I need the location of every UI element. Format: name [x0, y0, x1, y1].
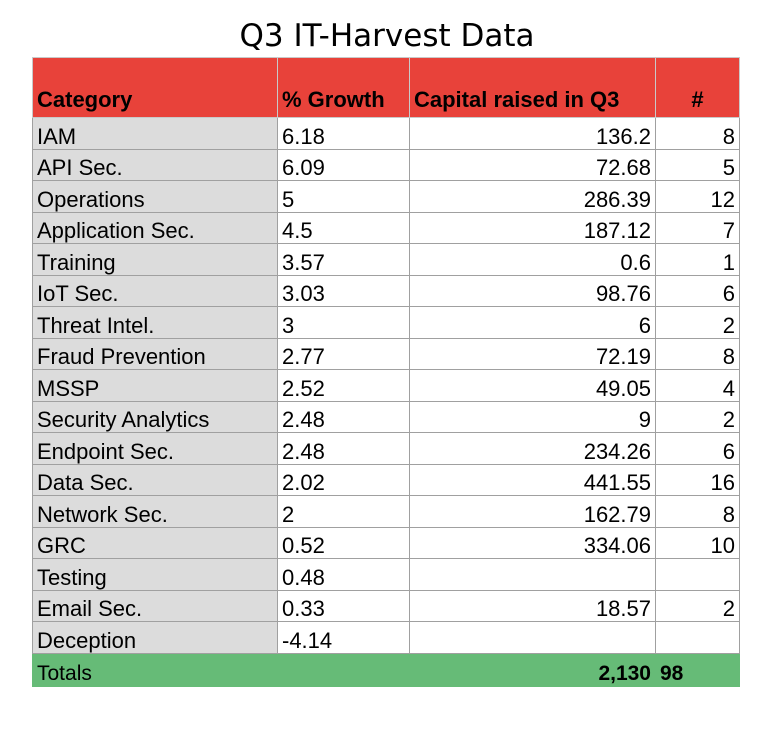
cell-count: [655, 558, 740, 591]
cell-category: MSSP: [32, 369, 278, 402]
cell-growth: 2.52: [277, 369, 410, 402]
cell-category: Threat Intel.: [32, 306, 278, 339]
cell-count: 2: [655, 306, 740, 339]
table-row: IoT Sec. 3.03 98.76 6: [32, 274, 740, 307]
data-table: Category % Growth Capital raised in Q3 #…: [32, 57, 740, 687]
cell-growth: 4.5: [277, 211, 410, 244]
cell-count: 10: [655, 526, 740, 559]
cell-growth: 6.09: [277, 148, 410, 181]
cell-capital: 18.57: [409, 589, 656, 622]
header-row: Category % Growth Capital raised in Q3 #: [32, 57, 740, 118]
cell-count: 6: [655, 432, 740, 465]
table-row: Email Sec. 0.33 18.57 2: [32, 589, 740, 622]
cell-category: Application Sec.: [32, 211, 278, 244]
cell-growth: 3: [277, 306, 410, 339]
cell-capital: 286.39: [409, 180, 656, 213]
table-row: Application Sec. 4.5 187.12 7: [32, 211, 740, 244]
cell-category: Fraud Prevention: [32, 337, 278, 370]
totals-label: Totals: [32, 652, 278, 687]
totals-row: Totals 2,130 98: [32, 652, 740, 687]
table-row: Fraud Prevention 2.77 72.19 8: [32, 337, 740, 370]
cell-category: Security Analytics: [32, 400, 278, 433]
table-row: Network Sec. 2 162.79 8: [32, 495, 740, 528]
cell-growth: 2.48: [277, 400, 410, 433]
cell-count: [655, 621, 740, 654]
table-row: API Sec. 6.09 72.68 5: [32, 148, 740, 181]
cell-count: 8: [655, 337, 740, 370]
cell-growth: 2.02: [277, 463, 410, 496]
cell-capital: 9: [409, 400, 656, 433]
cell-category: IAM: [32, 117, 278, 150]
totals-count: 98: [655, 652, 740, 687]
column-header-count: #: [655, 57, 740, 118]
table-row: MSSP 2.52 49.05 4: [32, 369, 740, 402]
cell-capital: [409, 621, 656, 654]
totals-growth-empty: [277, 652, 410, 687]
cell-count: 6: [655, 274, 740, 307]
table-row: Threat Intel. 3 6 2: [32, 306, 740, 339]
cell-capital: 6: [409, 306, 656, 339]
cell-growth: 3.57: [277, 243, 410, 276]
table-row: Testing 0.48: [32, 558, 740, 591]
table-row: GRC 0.52 334.06 10: [32, 526, 740, 559]
cell-growth: 3.03: [277, 274, 410, 307]
cell-growth: 2.77: [277, 337, 410, 370]
cell-count: 5: [655, 148, 740, 181]
table-row: Data Sec. 2.02 441.55 16: [32, 463, 740, 496]
cell-growth: 2: [277, 495, 410, 528]
cell-capital: 136.2: [409, 117, 656, 150]
cell-capital: 0.6: [409, 243, 656, 276]
cell-capital: [409, 558, 656, 591]
cell-count: 16: [655, 463, 740, 496]
cell-growth: 0.33: [277, 589, 410, 622]
cell-category: Testing: [32, 558, 278, 591]
cell-capital: 441.55: [409, 463, 656, 496]
cell-category: Data Sec.: [32, 463, 278, 496]
cell-count: 1: [655, 243, 740, 276]
cell-category: Email Sec.: [32, 589, 278, 622]
table-row: Training 3.57 0.6 1: [32, 243, 740, 276]
table-title: Q3 IT-Harvest Data: [239, 18, 535, 54]
cell-growth: 0.48: [277, 558, 410, 591]
cell-count: 2: [655, 589, 740, 622]
cell-growth: 5: [277, 180, 410, 213]
cell-category: Deception: [32, 621, 278, 654]
cell-capital: 72.19: [409, 337, 656, 370]
cell-count: 7: [655, 211, 740, 244]
cell-category: Network Sec.: [32, 495, 278, 528]
cell-growth: -4.14: [277, 621, 410, 654]
cell-count: 2: [655, 400, 740, 433]
table-row: IAM 6.18 136.2 8: [32, 117, 740, 150]
cell-capital: 98.76: [409, 274, 656, 307]
cell-count: 8: [655, 117, 740, 150]
cell-capital: 334.06: [409, 526, 656, 559]
cell-capital: 187.12: [409, 211, 656, 244]
table-row: Deception -4.14: [32, 621, 740, 654]
table-row: Security Analytics 2.48 9 2: [32, 400, 740, 433]
cell-growth: 2.48: [277, 432, 410, 465]
column-header-growth: % Growth: [277, 57, 410, 118]
totals-capital: 2,130: [409, 652, 656, 687]
cell-growth: 0.52: [277, 526, 410, 559]
cell-category: GRC: [32, 526, 278, 559]
cell-category: API Sec.: [32, 148, 278, 181]
cell-count: 8: [655, 495, 740, 528]
cell-growth: 6.18: [277, 117, 410, 150]
cell-capital: 162.79: [409, 495, 656, 528]
cell-category: Operations: [32, 180, 278, 213]
cell-category: Endpoint Sec.: [32, 432, 278, 465]
column-header-category: Category: [32, 57, 278, 118]
cell-capital: 72.68: [409, 148, 656, 181]
column-header-capital: Capital raised in Q3: [409, 57, 656, 118]
cell-category: Training: [32, 243, 278, 276]
table-row: Operations 5 286.39 12: [32, 180, 740, 213]
cell-count: 12: [655, 180, 740, 213]
cell-capital: 49.05: [409, 369, 656, 402]
cell-count: 4: [655, 369, 740, 402]
cell-category: IoT Sec.: [32, 274, 278, 307]
table-row: Endpoint Sec. 2.48 234.26 6: [32, 432, 740, 465]
cell-capital: 234.26: [409, 432, 656, 465]
